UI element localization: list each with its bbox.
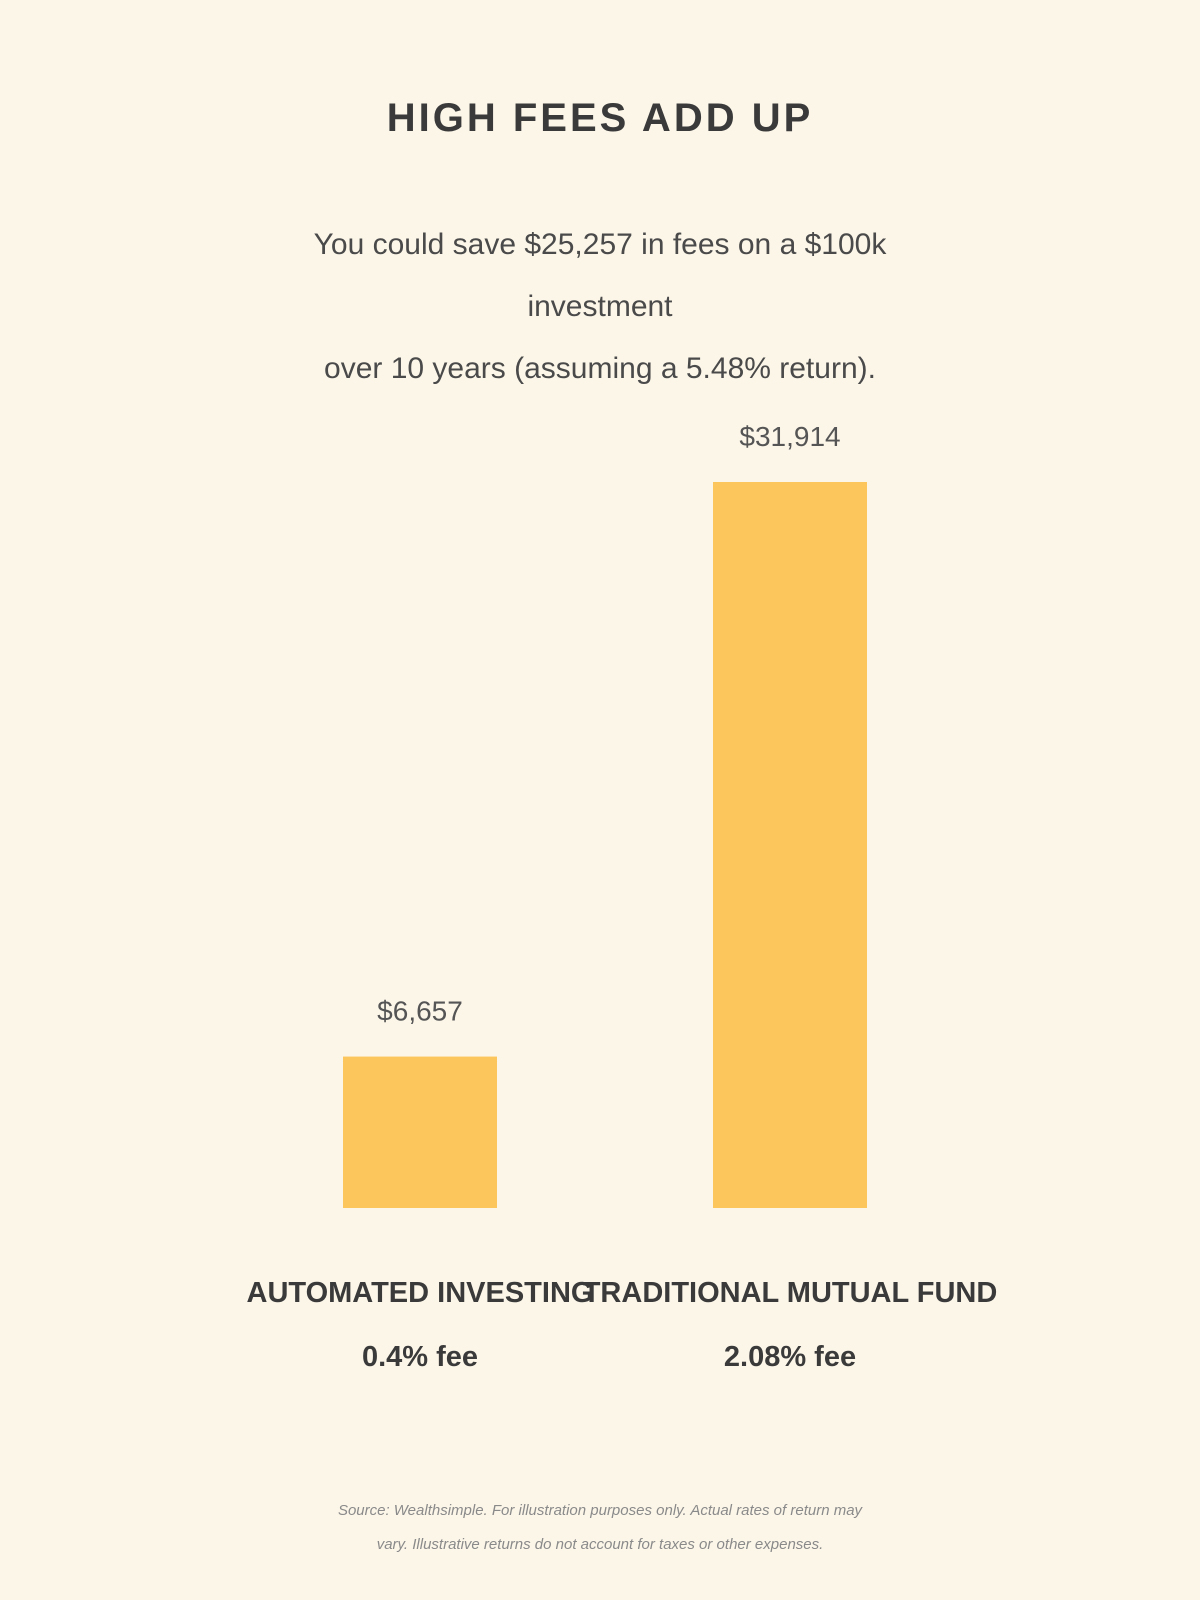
- category-label-2: TRADITIONAL MUTUAL FUND: [583, 1277, 998, 1309]
- chart-title: HIGH FEES ADD UP: [386, 96, 814, 140]
- subtitle-line-1: You could save $25,257 in fees on a $100…: [313, 228, 887, 323]
- footer-note: Source: Wealthsimple. For illustration p…: [300, 1494, 900, 1562]
- chart-subtitle: You could save $25,257 in fees on a $100…: [250, 214, 950, 400]
- category-fee-label-1: 0.4% fee: [362, 1341, 478, 1373]
- bar-1: [343, 1056, 497, 1208]
- footer-line-2: vary. Illustrative returns do not accoun…: [376, 1536, 824, 1553]
- bar-2: [713, 482, 867, 1208]
- category-label-1: AUTOMATED INVESTING: [247, 1277, 594, 1309]
- footer-line-1: Source: Wealthsimple. For illustration p…: [337, 1502, 863, 1519]
- bar-value-label-2: $31,914: [739, 421, 840, 452]
- subtitle-line-2: over 10 years (assuming a 5.48% return).: [324, 352, 876, 385]
- category-fee-label-2: 2.08% fee: [724, 1341, 856, 1373]
- bar-value-label-1: $6,657: [377, 996, 463, 1027]
